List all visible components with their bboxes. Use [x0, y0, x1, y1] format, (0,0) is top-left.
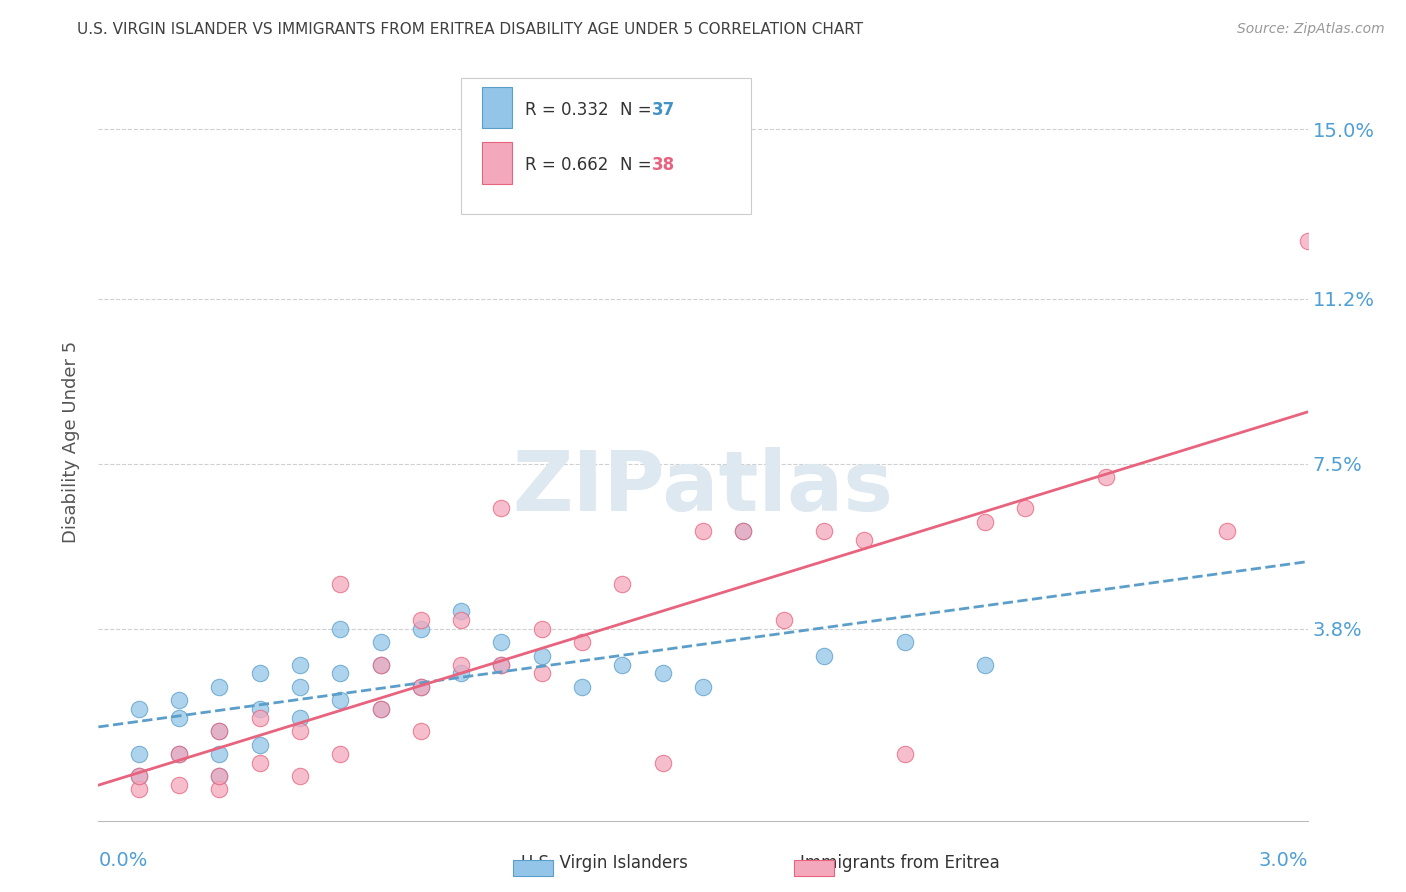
Point: [329, 693, 352, 707]
Point: [370, 635, 392, 649]
Point: [288, 657, 311, 672]
Text: N =: N =: [620, 101, 657, 120]
Point: [208, 782, 231, 797]
Point: [409, 680, 432, 694]
Point: [409, 613, 432, 627]
Point: [409, 724, 432, 739]
Point: [530, 648, 553, 663]
Point: [208, 769, 231, 783]
Point: [491, 657, 513, 672]
Point: [450, 613, 472, 627]
Point: [651, 756, 673, 770]
Point: [288, 769, 311, 783]
Text: U.S. Virgin Islanders: U.S. Virgin Islanders: [522, 855, 688, 872]
Point: [450, 666, 472, 681]
FancyBboxPatch shape: [482, 87, 512, 128]
Point: [370, 702, 392, 716]
FancyBboxPatch shape: [482, 142, 512, 184]
Point: [370, 702, 392, 716]
Text: Source: ZipAtlas.com: Source: ZipAtlas.com: [1237, 22, 1385, 37]
Point: [370, 657, 392, 672]
Point: [167, 747, 190, 761]
Point: [208, 769, 231, 783]
Point: [1014, 501, 1036, 516]
Point: [249, 711, 271, 725]
Point: [612, 657, 634, 672]
Point: [893, 635, 915, 649]
Point: [612, 577, 634, 591]
Point: [491, 657, 513, 672]
Text: 0.0%: 0.0%: [98, 851, 148, 870]
Point: [167, 778, 190, 792]
FancyBboxPatch shape: [461, 78, 751, 214]
Point: [409, 680, 432, 694]
Point: [329, 622, 352, 636]
Point: [329, 666, 352, 681]
Point: [1095, 470, 1118, 484]
Point: [208, 680, 231, 694]
Text: U.S. VIRGIN ISLANDER VS IMMIGRANTS FROM ERITREA DISABILITY AGE UNDER 5 CORRELATI: U.S. VIRGIN ISLANDER VS IMMIGRANTS FROM …: [77, 22, 863, 37]
Point: [813, 648, 835, 663]
Point: [813, 524, 835, 538]
Point: [893, 747, 915, 761]
Text: ZIPatlas: ZIPatlas: [513, 447, 893, 527]
Text: 38: 38: [652, 156, 675, 174]
Point: [329, 577, 352, 591]
Point: [733, 524, 755, 538]
Point: [329, 747, 352, 761]
Point: [853, 533, 876, 547]
Point: [249, 702, 271, 716]
Text: N =: N =: [620, 156, 657, 174]
Point: [409, 622, 432, 636]
Point: [249, 666, 271, 681]
Point: [249, 756, 271, 770]
Point: [208, 747, 231, 761]
Point: [208, 724, 231, 739]
Point: [288, 711, 311, 725]
Text: 37: 37: [652, 101, 675, 120]
Point: [974, 657, 997, 672]
Point: [571, 635, 593, 649]
Point: [692, 680, 714, 694]
Point: [450, 657, 472, 672]
Y-axis label: Disability Age Under 5: Disability Age Under 5: [62, 341, 80, 542]
Point: [288, 680, 311, 694]
Point: [128, 782, 150, 797]
Point: [288, 724, 311, 739]
Text: R = 0.662: R = 0.662: [526, 156, 609, 174]
Point: [128, 747, 150, 761]
Text: Immigrants from Eritrea: Immigrants from Eritrea: [800, 855, 1000, 872]
Point: [772, 613, 794, 627]
Point: [651, 666, 673, 681]
Point: [692, 524, 714, 538]
Point: [733, 524, 755, 538]
Point: [128, 769, 150, 783]
Point: [974, 515, 997, 529]
Text: 3.0%: 3.0%: [1258, 851, 1308, 870]
Point: [167, 747, 190, 761]
Point: [491, 635, 513, 649]
Point: [208, 724, 231, 739]
Point: [530, 622, 553, 636]
Point: [249, 738, 271, 752]
Point: [491, 501, 513, 516]
Text: R = 0.332: R = 0.332: [526, 101, 609, 120]
Point: [370, 657, 392, 672]
Point: [450, 604, 472, 618]
Point: [167, 711, 190, 725]
Point: [571, 680, 593, 694]
Point: [530, 666, 553, 681]
Point: [1296, 234, 1319, 248]
Point: [128, 702, 150, 716]
Point: [128, 769, 150, 783]
Point: [167, 693, 190, 707]
Point: [1216, 524, 1239, 538]
